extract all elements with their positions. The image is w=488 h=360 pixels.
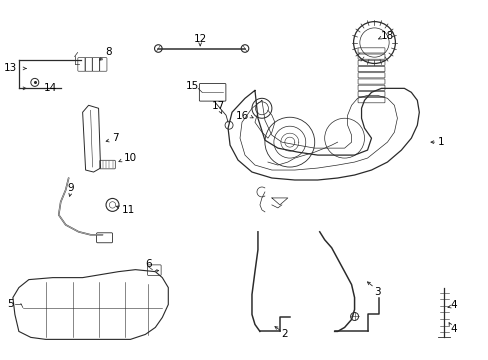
Text: 9: 9 [67,183,74,193]
Text: 10: 10 [123,153,137,163]
Text: 17: 17 [211,101,224,111]
Text: 2: 2 [281,329,287,339]
Text: 13: 13 [4,63,18,73]
Text: 8: 8 [105,48,112,58]
Text: 18: 18 [380,31,393,41]
Text: 7: 7 [112,133,119,143]
Text: 1: 1 [437,137,444,147]
Text: 6: 6 [145,259,151,269]
Text: 3: 3 [373,287,380,297]
Text: 14: 14 [44,84,57,93]
Text: 12: 12 [193,33,206,44]
Text: 5: 5 [8,298,14,309]
Text: 11: 11 [122,205,135,215]
Text: 16: 16 [235,111,248,121]
Text: 4: 4 [450,324,457,334]
Text: 15: 15 [185,81,199,91]
Text: 4: 4 [450,300,457,310]
